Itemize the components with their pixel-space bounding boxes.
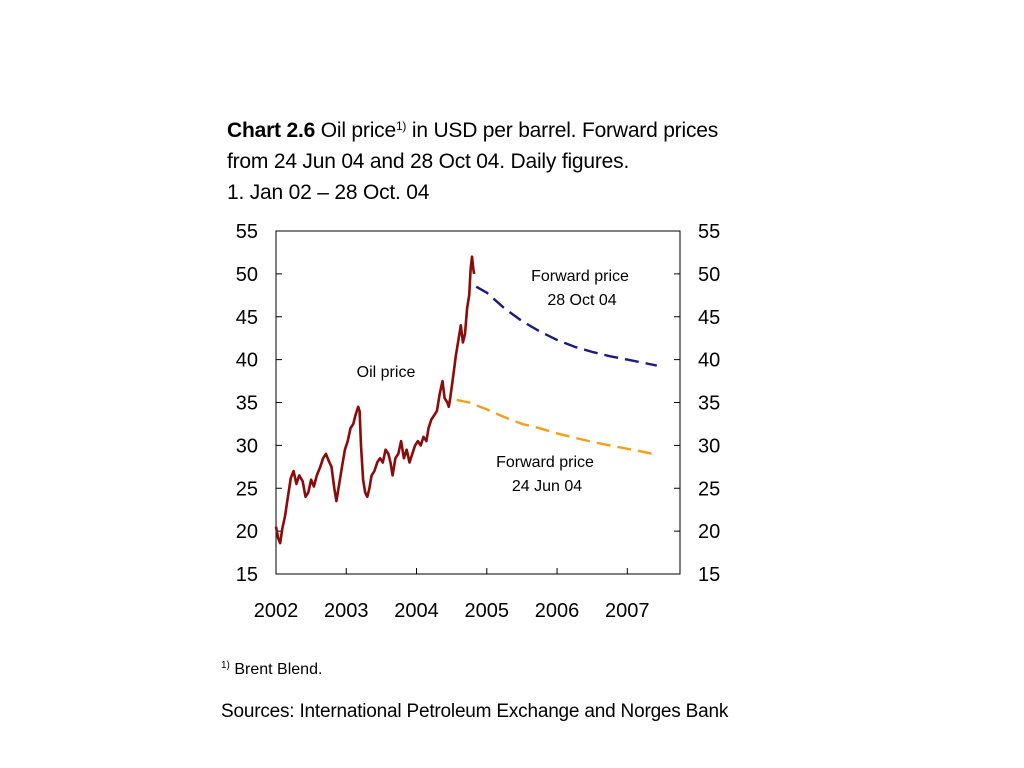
chart-title: Chart 2.6 Oil price1) in USD per barrel.… [227, 115, 787, 208]
x-tick-label: 2005 [465, 600, 510, 622]
x-tick-label: 2007 [605, 600, 650, 622]
annotation-forward-oct-line2: 28 Oct 04 [547, 292, 616, 309]
title-line-3: 1. Jan 02 – 28 Oct. 04 [227, 181, 430, 204]
chart-number: Chart 2.6 [227, 119, 316, 142]
title-line-2: from 24 Jun 04 and 28 Oct 04. Daily figu… [227, 150, 630, 173]
y-tick-label-left: 30 [236, 435, 258, 457]
footnote-text: Brent Blend. [234, 661, 323, 678]
series-line-forward-jun [456, 398, 658, 456]
y-tick-label-right: 15 [698, 564, 720, 586]
annotations: Oil price Forward price 28 Oct 04 Forward p… [357, 268, 629, 495]
y-tick-label-left: 20 [236, 521, 258, 543]
footnote: 1) Brent Blend. [221, 661, 322, 679]
x-tick-label: 2006 [535, 600, 580, 622]
y-tick-label-right: 20 [698, 521, 720, 543]
y-tick-label-right: 35 [698, 393, 720, 415]
title-text-part1: Oil price [320, 119, 396, 142]
series-line-oil-price [274, 255, 476, 545]
series-layer [274, 255, 658, 545]
x-tick-label: 2004 [394, 600, 439, 622]
y-tick-label-left: 50 [236, 264, 258, 286]
title-text-part2: in USD per barrel. Forward prices [411, 119, 719, 142]
title-superscript: 1) [395, 119, 407, 133]
title-line-1: Chart 2.6 Oil price1) in USD per barrel.… [227, 115, 787, 146]
y-tick-label-right: 30 [698, 435, 720, 457]
y-tick-label-right: 50 [698, 264, 720, 286]
annotation-oil-price: Oil price [357, 364, 416, 381]
y-tick-label-right: 40 [698, 350, 720, 372]
x-tick-label: 2002 [254, 600, 299, 622]
sources-text: Sources: International Petroleum Exchang… [221, 701, 729, 722]
y-tick-label-left: 15 [236, 564, 258, 586]
y-tick-label-left: 40 [236, 350, 258, 372]
y-tick-label-left: 35 [236, 393, 258, 415]
series-line-forward-oct [475, 285, 658, 367]
y-tick-label-right: 55 [698, 221, 720, 243]
y-tick-label-left: 45 [236, 307, 258, 329]
y-tick-label-right: 25 [698, 478, 720, 500]
annotation-forward-jun-line1: Forward price [496, 454, 594, 471]
y-tick-label-left: 25 [236, 478, 258, 500]
y-tick-label-left: 55 [236, 221, 258, 243]
y-tick-label-right: 45 [698, 307, 720, 329]
annotation-forward-oct-line1: Forward price [531, 268, 629, 285]
footnote-marker: 1) [221, 660, 230, 671]
x-tick-label: 2003 [324, 600, 369, 622]
annotation-forward-jun-line2: 24 Jun 04 [512, 478, 582, 495]
axes: 15 15 20 20 25 25 30 30 35 35 40 40 45 45 50 50 55 55 2002… [236, 221, 721, 622]
